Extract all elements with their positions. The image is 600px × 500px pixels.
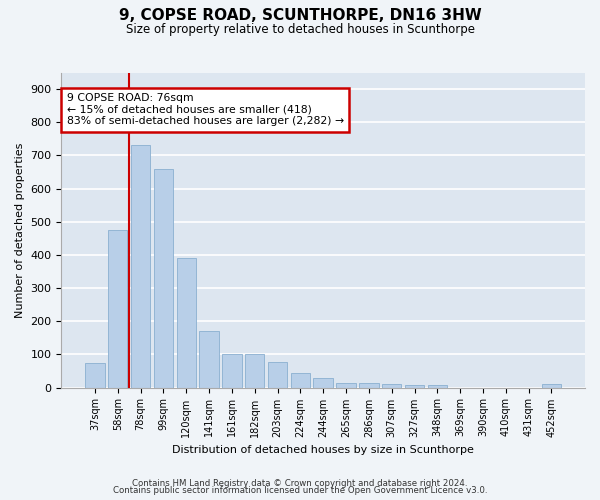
Bar — [313, 378, 333, 388]
Text: 9 COPSE ROAD: 76sqm
← 15% of detached houses are smaller (418)
83% of semi-detac: 9 COPSE ROAD: 76sqm ← 15% of detached ho… — [67, 93, 344, 126]
Text: Contains public sector information licensed under the Open Government Licence v3: Contains public sector information licen… — [113, 486, 487, 495]
Y-axis label: Number of detached properties: Number of detached properties — [15, 142, 25, 318]
Bar — [337, 383, 356, 388]
Bar — [428, 385, 447, 388]
Bar — [290, 373, 310, 388]
Bar — [85, 362, 104, 388]
Text: 9, COPSE ROAD, SCUNTHORPE, DN16 3HW: 9, COPSE ROAD, SCUNTHORPE, DN16 3HW — [119, 8, 481, 22]
Bar — [382, 384, 401, 388]
Bar — [154, 168, 173, 388]
Bar — [131, 146, 150, 388]
Text: Contains HM Land Registry data © Crown copyright and database right 2024.: Contains HM Land Registry data © Crown c… — [132, 478, 468, 488]
Text: Size of property relative to detached houses in Scunthorpe: Size of property relative to detached ho… — [125, 22, 475, 36]
Bar — [359, 383, 379, 388]
Bar — [542, 384, 561, 388]
Bar — [176, 258, 196, 388]
Bar — [108, 230, 127, 388]
Bar — [199, 330, 219, 388]
Bar — [268, 362, 287, 388]
X-axis label: Distribution of detached houses by size in Scunthorpe: Distribution of detached houses by size … — [172, 445, 474, 455]
Bar — [245, 354, 265, 388]
Bar — [222, 354, 242, 388]
Bar — [405, 384, 424, 388]
